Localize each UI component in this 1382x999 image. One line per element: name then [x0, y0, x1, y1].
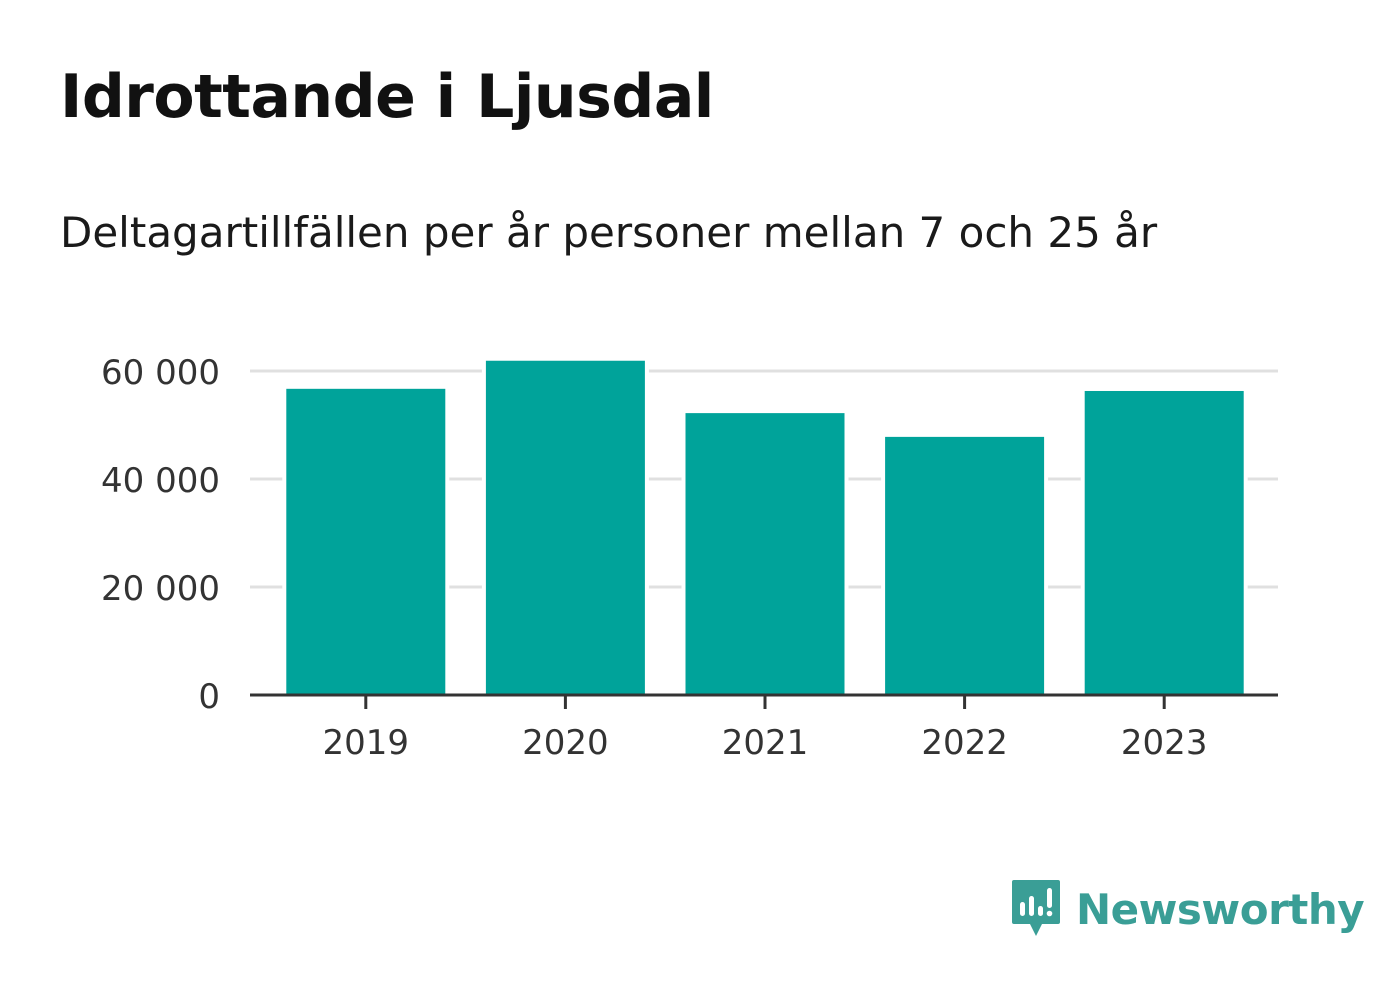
newsworthy-logo-icon [1012, 880, 1060, 936]
bar-2020 [485, 360, 645, 695]
x-tick-label: 2020 [522, 723, 609, 763]
y-tick-label: 0 [198, 677, 220, 717]
bar-2022 [885, 436, 1045, 695]
x-tick-label: 2023 [1121, 723, 1208, 763]
x-tick-label: 2019 [323, 723, 410, 763]
y-tick-label: 40 000 [101, 461, 220, 501]
y-tick-label: 20 000 [101, 569, 220, 609]
bar-2019 [286, 388, 446, 695]
y-tick-label: 60 000 [101, 353, 220, 393]
newsworthy-logo: Newsworthy [1010, 878, 1365, 940]
chart-subtitle: Deltagartillfällen per år personer mella… [60, 208, 1158, 257]
chart-title: Idrottande i Ljusdal [60, 62, 714, 132]
bars [282, 360, 1248, 695]
x-tick-label: 2021 [722, 723, 809, 763]
axes: 0 20 000 40 000 60 000 2019 2020 2021 2022 2023 [101, 353, 1278, 763]
x-tick-label: 2022 [921, 723, 1008, 763]
bar-2023 [1084, 390, 1244, 695]
brand-name: Newsworthy [1076, 884, 1365, 934]
bar-2021 [685, 413, 845, 695]
